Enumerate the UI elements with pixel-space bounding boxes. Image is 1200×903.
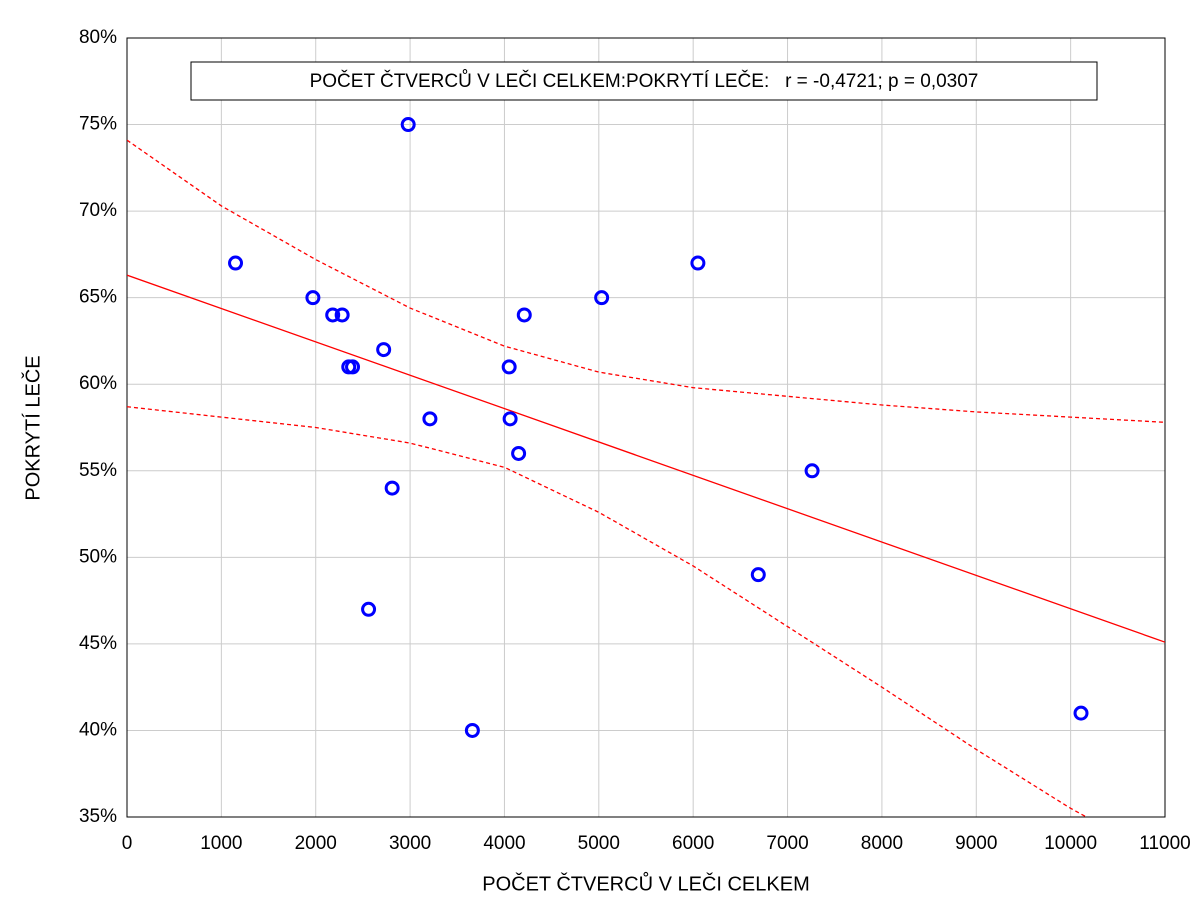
point <box>464 722 480 738</box>
x-tick-label: 11000 <box>1139 833 1190 854</box>
x-tick-label: 6000 <box>672 833 714 854</box>
y-tick-label: 80% <box>79 27 117 48</box>
point <box>804 463 820 479</box>
x-tick-label: 1000 <box>200 833 242 854</box>
x-axis-label: POČET ČTVERCŮ V LEČI CELKEM <box>482 871 809 895</box>
confidence-band <box>127 139 1165 423</box>
y-tick-label: 55% <box>79 460 117 481</box>
x-tick-label: 0 <box>122 833 133 854</box>
x-tick-label: 4000 <box>483 833 525 854</box>
point <box>594 290 610 306</box>
point <box>690 255 706 271</box>
point <box>502 411 518 427</box>
point <box>516 307 532 323</box>
y-tick-label: 50% <box>79 546 117 567</box>
point <box>400 117 416 133</box>
point <box>422 411 438 427</box>
point <box>376 342 392 358</box>
y-axis-label: POKRYTÍ LEČE <box>21 355 44 500</box>
point <box>325 307 341 323</box>
points <box>228 117 1089 738</box>
point <box>334 307 350 323</box>
y-tick-label: 65% <box>79 287 117 308</box>
x-tick-label: 8000 <box>861 833 903 854</box>
point <box>501 359 517 375</box>
x-tick-label: 7000 <box>766 833 808 854</box>
point <box>361 601 377 617</box>
confidence-band <box>127 406 1088 817</box>
y-tick-label: 70% <box>79 200 117 221</box>
point <box>1073 705 1089 721</box>
y-tick-label: 60% <box>79 373 117 394</box>
y-tick-label: 75% <box>79 114 117 135</box>
lines <box>127 139 1165 817</box>
annotation-box <box>190 61 1098 101</box>
x-tick-label: 10000 <box>1044 833 1097 854</box>
plot-frame <box>126 37 1166 818</box>
y-tick-label: 35% <box>79 806 117 827</box>
x-tick-label: 2000 <box>295 833 337 854</box>
x-tick-label: 9000 <box>955 833 997 854</box>
x-tick-label: 5000 <box>578 833 620 854</box>
point <box>511 445 527 461</box>
x-tick-label: 3000 <box>389 833 431 854</box>
point <box>384 480 400 496</box>
regression-line <box>127 274 1165 643</box>
y-tick-label: 45% <box>79 633 117 654</box>
point <box>228 255 244 271</box>
y-tick-label: 40% <box>79 719 117 740</box>
point <box>305 290 321 306</box>
annotation: POČET ČTVERCŮ V LEČI CELKEM:POKRYTÍ LEČE… <box>310 70 979 92</box>
point <box>345 359 361 375</box>
point <box>750 567 766 583</box>
